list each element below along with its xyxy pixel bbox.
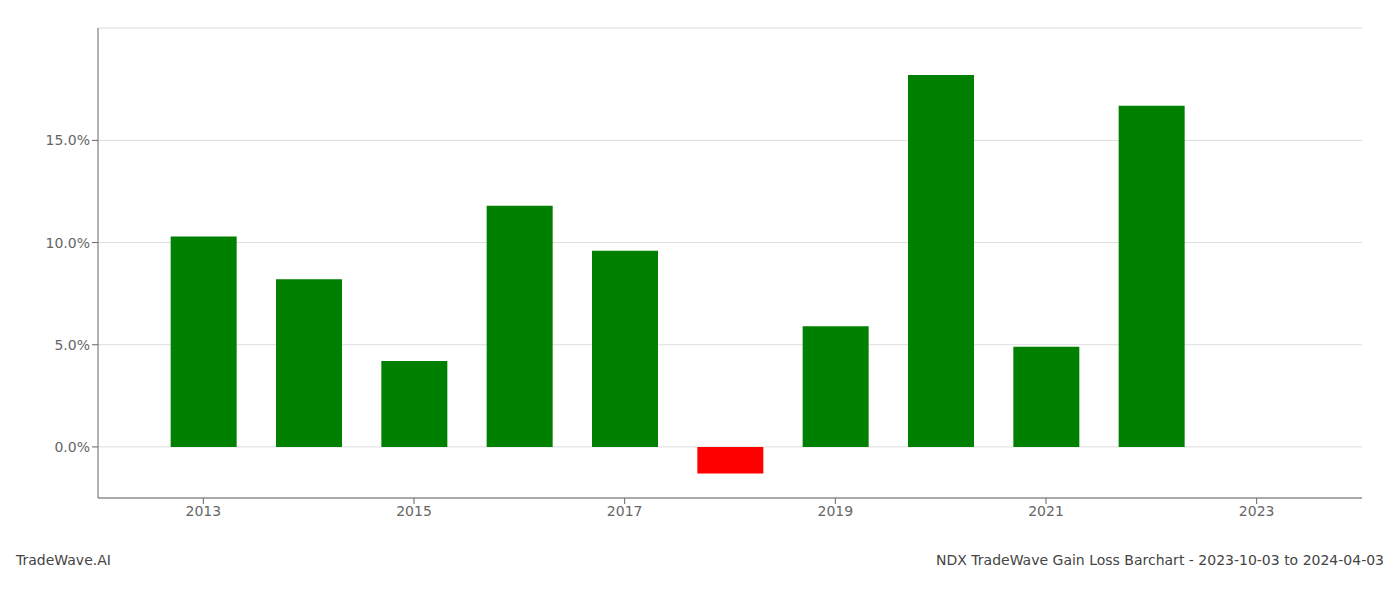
- svg-text:5.0%: 5.0%: [54, 337, 90, 353]
- svg-text:0.0%: 0.0%: [54, 439, 90, 455]
- svg-text:2023: 2023: [1239, 503, 1275, 519]
- svg-text:2017: 2017: [607, 503, 643, 519]
- svg-text:2013: 2013: [186, 503, 222, 519]
- html-text:TradeWave.AI: TradeWave.AI: [16, 552, 111, 568]
- svg-text:10.0%: 10.0%: [46, 235, 90, 251]
- svg-text:2015: 2015: [396, 503, 432, 519]
- svg-text:2021: 2021: [1028, 503, 1064, 519]
- svg-text:2019: 2019: [818, 503, 854, 519]
- svg-text:15.0%: 15.0%: [46, 132, 90, 148]
- html-text:NDX TradeWave Gain Loss Barcha: NDX TradeWave Gain Loss Barchart - 2023-…: [936, 552, 1384, 568]
